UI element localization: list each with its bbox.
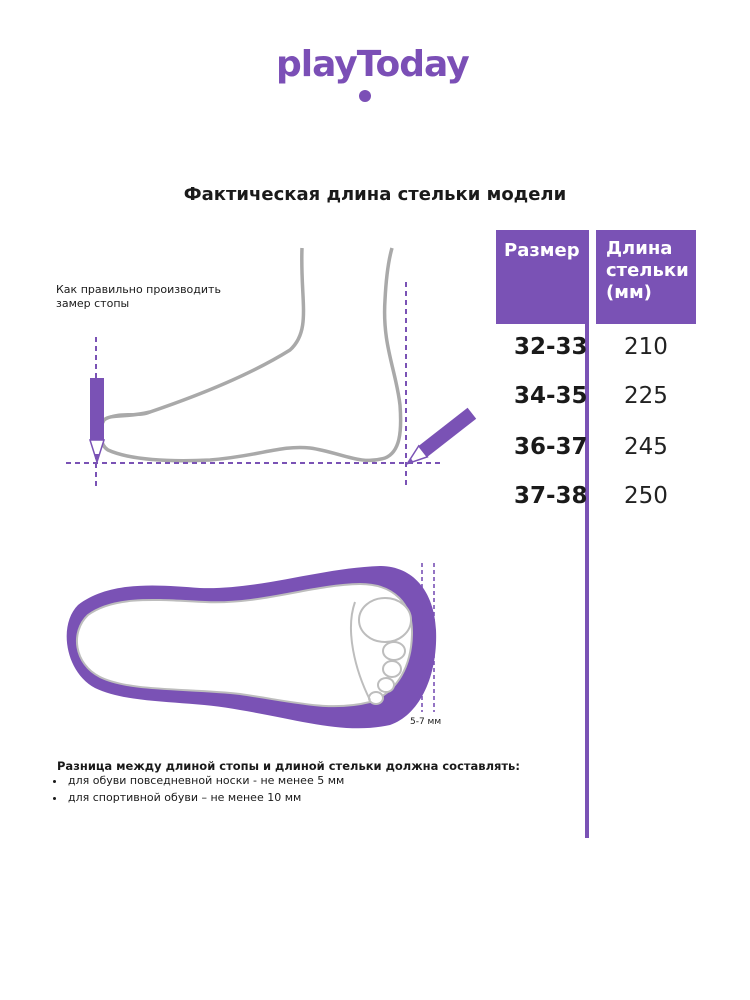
logo-dot: [359, 90, 371, 102]
size-value: 34-35: [514, 383, 588, 409]
notes-heading: Разница между длиной стопы и длиной стел…: [57, 759, 520, 773]
pencil-icon: [405, 407, 477, 466]
length-value: 225: [624, 383, 668, 409]
length-value: 250: [624, 483, 668, 509]
brand-logo: playToday: [276, 44, 470, 85]
foot-print-outline: [75, 582, 414, 708]
gap-label: 5-7 мм: [410, 717, 442, 727]
pencil-icon: [88, 378, 106, 465]
notes-list: для обуви повседневной носки - не менее …: [50, 772, 344, 806]
column-divider: [585, 230, 589, 838]
length-value: 210: [624, 334, 668, 360]
size-value: 32-33: [514, 334, 588, 360]
foot-side-outline: [98, 247, 403, 463]
size-row: 36-37 245: [496, 434, 696, 474]
arch-line: [349, 601, 371, 701]
length-header-line: Длина: [606, 238, 673, 259]
size-row: 34-35 225: [496, 383, 696, 423]
size-row: 32-33 210: [496, 334, 696, 374]
length-column-header: Длина стельки (мм): [596, 230, 696, 324]
length-header-line: (мм): [606, 282, 652, 303]
size-value: 36-37: [514, 434, 588, 460]
toe-line: [103, 410, 151, 422]
measure-instruction-line: замер стопы: [56, 297, 130, 310]
length-header-line: стельки: [606, 260, 689, 281]
measure-instruction: Как правильно производить замер стопы: [56, 283, 256, 311]
size-column-header: Размер: [496, 230, 585, 324]
list-item: для спортивной обуви – не менее 10 мм: [66, 789, 344, 806]
toes-icon: [358, 597, 412, 705]
measure-instruction-line: Как правильно производить: [56, 283, 221, 296]
list-item: для обуви повседневной носки - не менее …: [66, 772, 344, 789]
size-value: 37-38: [514, 483, 588, 509]
size-row: 37-38 250: [496, 483, 696, 523]
page-title: Фактическая длина стельки модели: [183, 184, 567, 205]
length-value: 245: [624, 434, 668, 460]
